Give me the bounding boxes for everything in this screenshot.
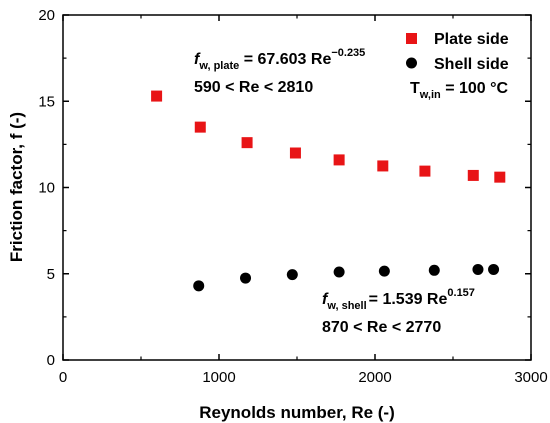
data-point-shell-side [472, 263, 484, 275]
data-point-plate-side [194, 121, 206, 133]
shell-equation: = 1.539 Re [369, 291, 448, 308]
y-axis-title: Friction factor, f (-) [7, 112, 26, 262]
x-tick-label: 0 [59, 369, 67, 386]
plate-subscript: w, plate [198, 60, 239, 72]
data-marks [151, 90, 506, 292]
y-tick-label: 0 [47, 352, 55, 369]
data-point-plate-side [419, 165, 431, 177]
inlet-temperature: Tw,in = 100 °C [410, 80, 509, 101]
shell-correlation: fw, shell = 1.539 Re0.157 [322, 287, 475, 312]
y-axis-ticks: 0 5 10 15 20 [38, 7, 531, 369]
legend-marker-plate-side [406, 33, 417, 44]
temp-equation: = 100 °C [441, 80, 509, 97]
data-point-shell-side [286, 269, 298, 281]
data-point-plate-side [377, 160, 389, 172]
y-tick-label: 10 [38, 180, 55, 197]
data-point-plate-side [333, 154, 345, 166]
legend-marker-shell-side [406, 57, 417, 69]
shell-re-range: 870 < Re < 2770 [322, 319, 441, 336]
x-tick-label: 1000 [202, 369, 235, 386]
legend-label-plate-side: Plate side [434, 31, 509, 48]
x-tick-label: 2000 [358, 369, 391, 386]
plate-re-range: 590 < Re < 2810 [194, 79, 313, 96]
data-point-plate-side [467, 169, 479, 181]
plate-correlation: fw, plate = 67.603 Re−0.235 [194, 47, 365, 72]
data-point-shell-side [488, 263, 500, 275]
data-point-plate-side [241, 137, 253, 149]
plate-f-symbol: f [194, 51, 201, 68]
temp-t-symbol: T [410, 80, 420, 97]
legend: Plate side Shell side [406, 31, 509, 73]
shell-f-symbol: f [322, 291, 329, 308]
shell-exponent: 0.157 [447, 287, 475, 299]
data-point-plate-side [151, 90, 163, 102]
data-point-shell-side [193, 280, 205, 292]
data-point-plate-side [494, 171, 506, 183]
temp-subscript: w,in [419, 89, 441, 101]
x-axis-title: Reynolds number, Re (-) [199, 403, 395, 422]
y-tick-label: 20 [38, 7, 55, 24]
data-point-shell-side [333, 266, 345, 278]
x-tick-label: 3000 [514, 369, 547, 386]
plate-exponent: −0.235 [331, 47, 365, 59]
y-tick-label: 15 [38, 93, 55, 110]
data-point-shell-side [240, 272, 252, 284]
legend-label-shell-side: Shell side [434, 56, 509, 73]
plate-equation: = 67.603 Re [239, 51, 331, 68]
data-point-shell-side [428, 264, 440, 276]
x-axis-ticks: 0 1000 2000 3000 [59, 15, 548, 386]
shell-subscript: w, shell [326, 300, 366, 312]
y-tick-label: 5 [47, 266, 55, 283]
data-point-plate-side [289, 147, 301, 159]
data-point-shell-side [378, 265, 390, 277]
